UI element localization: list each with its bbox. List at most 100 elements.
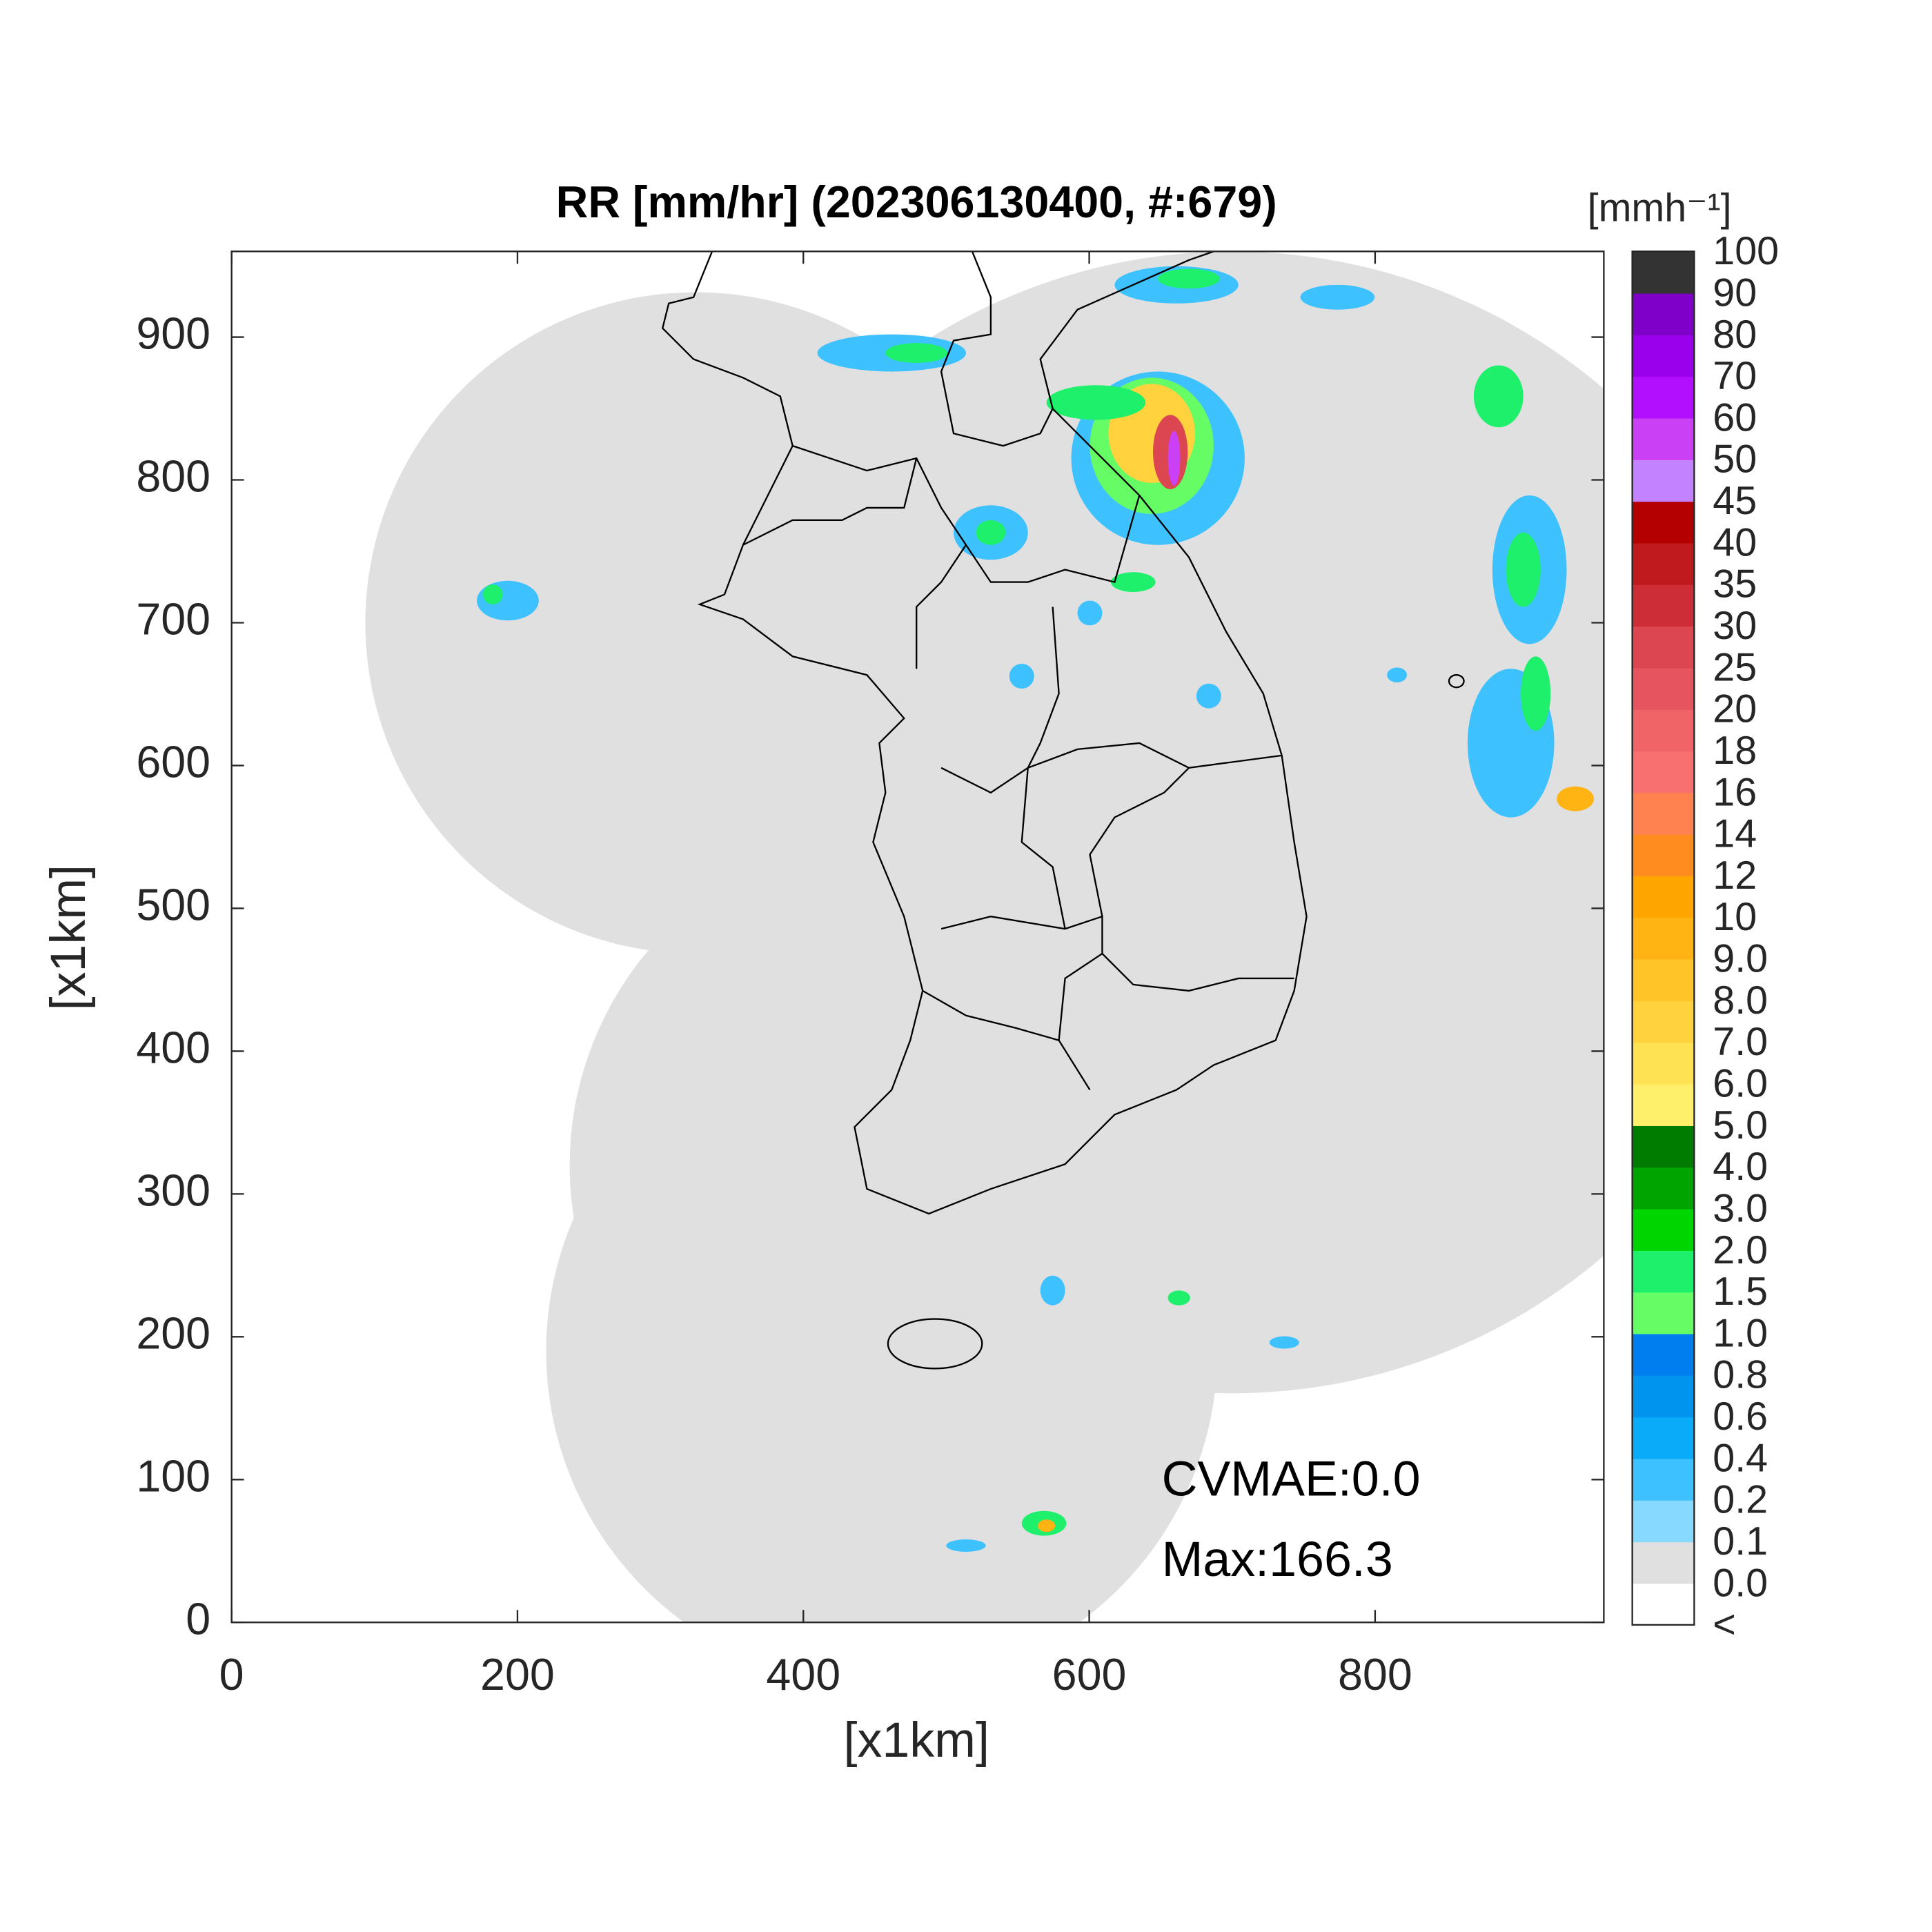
colorbar-swatch (1632, 626, 1695, 669)
colorbar-tick-label: 3.0 (1713, 1186, 1768, 1230)
y-tick-label: 500 (136, 880, 210, 929)
colorbar-swatch (1632, 1250, 1695, 1293)
annotation: CVMAE:0.0 (1162, 1451, 1421, 1506)
colorbar-tick-label: 14 (1713, 812, 1757, 856)
echo (1009, 664, 1034, 689)
radar-coverage (365, 251, 1604, 1623)
colorbar-tick-label: 1.5 (1713, 1270, 1768, 1314)
y-axis-label: [x1km] (41, 865, 96, 1010)
y-tick-label: 600 (136, 738, 210, 787)
colorbar-swatch (1632, 917, 1695, 960)
colorbar-swatch (1632, 834, 1695, 877)
echo (1473, 365, 1524, 428)
colorbar-swatch (1632, 876, 1695, 918)
echo (1269, 1336, 1299, 1349)
island (887, 1318, 983, 1370)
colorbar-tick-label: 4.0 (1713, 1145, 1768, 1189)
colorbar-swatch (1632, 542, 1695, 585)
colorbar-tick-label: 30 (1713, 604, 1757, 648)
echo (1111, 572, 1156, 592)
colorbar-tick-label: 45 (1713, 479, 1757, 523)
colorbar-tick-label: 1.0 (1713, 1311, 1768, 1355)
colorbar-swatch (1632, 1583, 1695, 1626)
x-tick-label: 0 (219, 1650, 244, 1699)
colorbar-swatch (1632, 1292, 1695, 1334)
echo (1077, 600, 1103, 626)
border (1101, 953, 1294, 992)
colorbar-swatch (1632, 1458, 1695, 1501)
echo (483, 584, 503, 604)
axes-box (230, 250, 1605, 1624)
colorbar-tick-label: 12 (1713, 854, 1757, 898)
colorbar-tick-label: 70 (1713, 354, 1757, 398)
colorbar-swatch (1632, 709, 1695, 752)
coastline (661, 251, 1308, 1215)
colorbar-swatch (1632, 667, 1695, 710)
colorbar-swatch (1632, 459, 1695, 502)
colorbar-swatch (1632, 1125, 1695, 1168)
colorbar-swatch (1632, 1083, 1695, 1126)
echo (1158, 268, 1220, 289)
annotation: Max:166.3 (1162, 1532, 1393, 1587)
colorbar-swatch (1632, 376, 1695, 419)
colorbar-tick-label: 0.4 (1713, 1436, 1768, 1480)
border (916, 544, 967, 669)
border (922, 989, 1059, 1041)
colorbar-swatch (1632, 1208, 1695, 1251)
echo (1038, 1519, 1056, 1532)
colorbar-tick-label: 60 (1713, 395, 1757, 440)
echo (885, 343, 948, 363)
colorbar-tick-label: 8.0 (1713, 978, 1768, 1023)
border (1089, 767, 1190, 917)
echo (1167, 1290, 1190, 1305)
colorbar-tick-label: < (1713, 1603, 1736, 1647)
border (1021, 607, 1066, 929)
x-tick-label: 600 (1052, 1650, 1127, 1699)
colorbar-tick-label: 25 (1713, 645, 1757, 689)
echo (1387, 667, 1407, 682)
colorbar-tick-label: 80 (1713, 313, 1757, 357)
echo (1557, 786, 1594, 811)
y-tick-label: 800 (136, 452, 210, 502)
echo (1167, 431, 1181, 486)
x-tick-label: 200 (480, 1650, 555, 1699)
echo (1196, 683, 1221, 709)
colorbar-tick-label: 40 (1713, 520, 1757, 564)
colorbar-swatch (1632, 1499, 1695, 1543)
colorbar-swatch (1632, 334, 1695, 377)
colorbar-swatch (1632, 958, 1695, 1001)
colorbar-tick-label: 5.0 (1713, 1103, 1768, 1147)
colorbar-tick-label: 6.0 (1713, 1061, 1768, 1105)
colorbar-swatch (1632, 417, 1695, 460)
colorbar-tick-label: 50 (1713, 437, 1757, 482)
y-tick-label: 200 (136, 1308, 210, 1358)
colorbar-tick-label: 16 (1713, 770, 1757, 814)
echo (1521, 656, 1551, 731)
y-tick-label: 100 (136, 1451, 210, 1501)
coverage-area (546, 1015, 1218, 1623)
colorbar-tick-label: 90 (1713, 270, 1757, 315)
border (742, 457, 918, 546)
colorbar-tick-label: 18 (1713, 729, 1757, 773)
border (792, 445, 1141, 583)
y-tick-label: 700 (136, 595, 210, 644)
colorbar-tick-label: 0.2 (1713, 1478, 1768, 1522)
colorbar-swatch (1632, 1167, 1695, 1210)
colorbar-tick-label: 35 (1713, 562, 1757, 607)
colorbar-tick-label: 0.6 (1713, 1394, 1768, 1439)
island (1448, 674, 1465, 689)
precip-echoes (477, 266, 1594, 1552)
colorbar-swatch (1632, 792, 1695, 835)
colorbar-swatch (1632, 1374, 1695, 1418)
colorbar-swatch (1632, 1000, 1695, 1043)
echo (976, 520, 1006, 545)
colorbar-swatch (1632, 1417, 1695, 1459)
colorbar-swatch (1632, 751, 1695, 793)
colorbar-swatch (1632, 584, 1695, 627)
colorbar-swatch (1632, 501, 1695, 544)
colorbar-tick-label: 9.0 (1713, 937, 1768, 981)
colorbar-swatch (1632, 1541, 1695, 1584)
chart-title: RR [mm/hr] (202306130400, #:679) (556, 177, 1277, 227)
colorbar-frame (1631, 250, 1695, 1626)
